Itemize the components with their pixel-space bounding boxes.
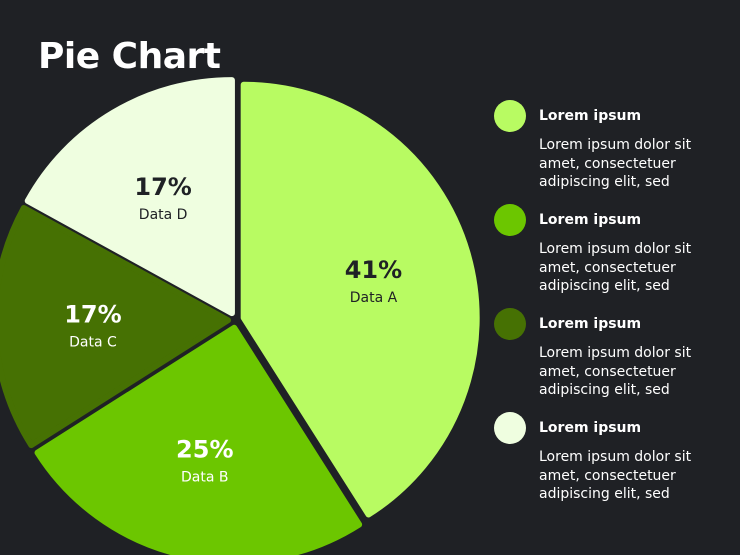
legend-description: Lorem ipsum dolor sit amet, consectetuer… [539,449,692,502]
legend-title: Lorem ipsum [539,212,642,228]
legend: Lorem ipsum Lorem ipsum dolor sit amet, … [494,100,734,516]
legend-title: Lorem ipsum [539,108,642,124]
slice-name-label: Data B [181,470,228,486]
legend-item: Lorem ipsum Lorem ipsum dolor sit amet, … [494,412,734,516]
legend-swatch [494,204,526,236]
pie-slice-data-b [34,324,363,555]
legend-item: Lorem ipsum Lorem ipsum dolor sit amet, … [494,100,734,204]
pie-slice-data-c [0,205,232,449]
legend-swatch [494,308,526,340]
legend-swatch [494,100,526,132]
slice-name-label: Data C [69,334,117,350]
legend-item: Lorem ipsum Lorem ipsum dolor sit amet, … [494,204,734,308]
slice-percent-label: 25% [176,436,233,464]
legend-description: Lorem ipsum dolor sit amet, consectetuer… [539,137,692,190]
pie-slice-data-d [24,77,235,317]
legend-title: Lorem ipsum [539,420,642,436]
slice-percent-label: 41% [345,256,402,284]
legend-item: Lorem ipsum Lorem ipsum dolor sit amet, … [494,308,734,412]
chart-title: Pie Chart [38,36,221,77]
legend-swatch [494,412,526,444]
legend-title: Lorem ipsum [539,316,642,332]
legend-description: Lorem ipsum dolor sit amet, consectetuer… [539,345,692,398]
pie-slice-data-a [240,81,480,518]
legend-description: Lorem ipsum dolor sit amet, consectetuer… [539,241,692,294]
slice-percent-label: 17% [64,300,121,328]
slice-name-label: Data A [350,290,398,306]
slice-name-label: Data D [139,207,188,223]
slice-percent-label: 17% [134,173,191,201]
